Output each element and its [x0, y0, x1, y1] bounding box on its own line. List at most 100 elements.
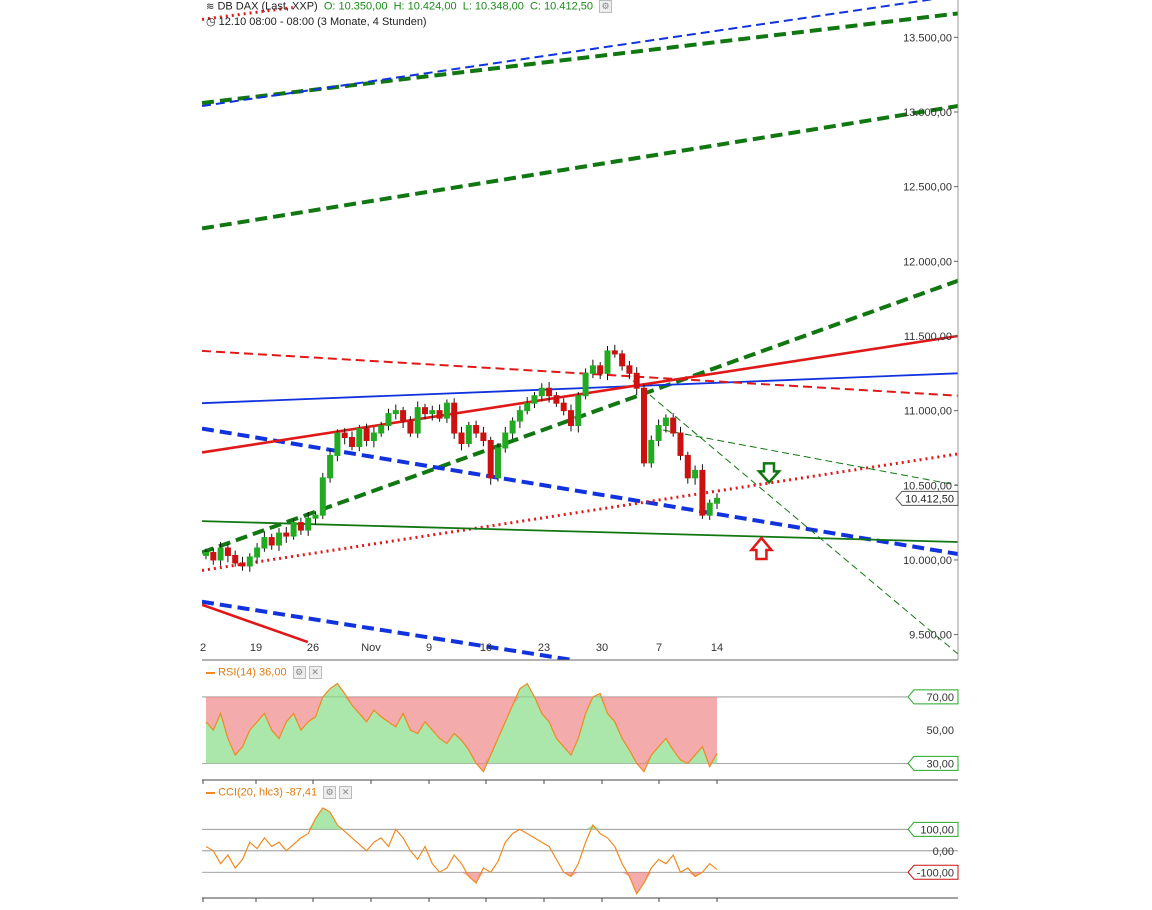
cci-title: CCI(20, hlc3) [218, 786, 283, 799]
candle-body [582, 372, 589, 397]
candle-body [509, 420, 516, 434]
candle-body [378, 425, 385, 434]
candle-body [254, 547, 261, 558]
candle-body [407, 420, 414, 434]
candle-body [305, 517, 312, 531]
candle-body [349, 437, 355, 447]
period-info: ◷ 12.10 08:00 - 08:00 (3 Monate, 4 Stund… [206, 15, 427, 28]
x-tick-label: 7 [656, 642, 662, 654]
cci-close-icon[interactable]: ✕ [339, 786, 353, 799]
candle-body [641, 387, 647, 464]
blue-channel-upper [202, 0, 935, 108]
candle-body [604, 350, 611, 374]
x-tick-label: 16 [480, 642, 492, 654]
cci-settings-icon[interactable]: ⚙ [323, 786, 337, 799]
candle-body [633, 372, 640, 389]
x-tick-label: 19 [250, 642, 262, 654]
y-tick-label: 10.500,00 [903, 480, 952, 492]
period-label: 12.10 08:00 - 08:00 (3 Monate, 4 Stunden… [218, 16, 427, 28]
rsi-oversold-fill [206, 696, 717, 772]
candle-body [597, 365, 604, 374]
candle-body [611, 350, 618, 355]
candle-body [575, 395, 582, 427]
red-dashed-trend [202, 349, 958, 397]
x-tick-label: Nov [361, 642, 381, 654]
open-value: O: 10.350,00 [323, 0, 388, 13]
y-tick-label: 10.000,00 [903, 555, 952, 567]
candle-body [699, 469, 706, 516]
blue-solid-resistance [202, 372, 958, 405]
close-value: C: 10.412,50 [530, 0, 593, 13]
candle-body [341, 432, 348, 439]
rsi-settings-icon[interactable]: ⚙ [292, 666, 306, 679]
cci-overbought-fill [206, 807, 717, 830]
y-tick-label: 12.500,00 [903, 182, 952, 194]
rsi-tick-label: 30,00 [926, 758, 954, 770]
candle-body [334, 432, 341, 456]
candle-body [261, 537, 268, 549]
candle-body [290, 522, 297, 537]
clock-icon: ◷ [206, 16, 216, 28]
rsi-title: RSI(14) [218, 666, 256, 679]
candle-body [662, 417, 669, 427]
candle-body [276, 532, 282, 546]
low-value: L: 10.348,00 [462, 0, 524, 13]
x-tick-label: 9 [426, 642, 432, 654]
candle-body [239, 562, 246, 567]
candle-body [677, 432, 684, 456]
rsi-tick-label: 70,00 [926, 692, 954, 704]
candle-body [560, 402, 567, 412]
candle-body [684, 454, 691, 479]
cci-legend: CCI(20, hlc3) -87,41 ⚙ ✕ [206, 786, 353, 799]
cci-level-box [907, 864, 959, 880]
cci-tick-label: 100,00 [920, 824, 954, 836]
settings-icon[interactable]: ⚙ [599, 0, 613, 13]
y-tick-label: 9.500,00 [909, 630, 952, 642]
cci-color-swatch [206, 791, 215, 794]
down-arrow [756, 462, 782, 485]
candle-body [553, 395, 560, 404]
up-arrow [748, 536, 775, 561]
y-tick-label: 13.500,00 [903, 32, 952, 44]
candle-body [451, 402, 458, 434]
rsi-legend: RSI(14) 36,00 ⚙ ✕ [206, 666, 322, 679]
candle-body [319, 477, 326, 516]
blue-channel-lower [202, 426, 958, 556]
candle-body [400, 410, 407, 422]
candle-body [531, 395, 538, 404]
y-tick-label: 13.000,00 [903, 107, 952, 119]
candle-body [414, 407, 421, 434]
red-dotted-support [202, 452, 958, 572]
candle-body [203, 551, 209, 556]
candle-body [268, 537, 275, 546]
candle-body [465, 425, 472, 444]
rsi-close-icon[interactable]: ✕ [308, 666, 322, 679]
candle-body [210, 551, 217, 561]
candle-body [626, 365, 633, 374]
cci-tick-label: 0,00 [933, 846, 954, 858]
y-tick-label: 11.000,00 [904, 406, 952, 418]
candle-body [706, 502, 713, 516]
red-solid-lower [202, 603, 309, 644]
instrument-title: DB DAX (Last, XXP) [217, 0, 318, 13]
candle-body [487, 439, 494, 479]
candlestick-icon: ≋ [206, 1, 215, 13]
candle-body [619, 353, 626, 367]
x-tick-label: 30 [596, 642, 608, 654]
candle-body [436, 410, 443, 419]
green-thin-dashed-1 [663, 429, 958, 486]
x-tick-label: 26 [307, 642, 319, 654]
candle-body [692, 469, 699, 479]
cci-oversold-fill [206, 872, 717, 894]
candle-body [670, 417, 677, 434]
cci-level-box [907, 821, 959, 837]
green-thin-dashed-2 [632, 380, 958, 655]
candle-body [297, 522, 304, 531]
green-channel-middle [202, 104, 958, 231]
y-tick-label: 11.500,00 [904, 331, 952, 343]
rsi-level-box [907, 755, 959, 771]
rsi-line [205, 682, 718, 773]
candle-body [327, 454, 334, 479]
